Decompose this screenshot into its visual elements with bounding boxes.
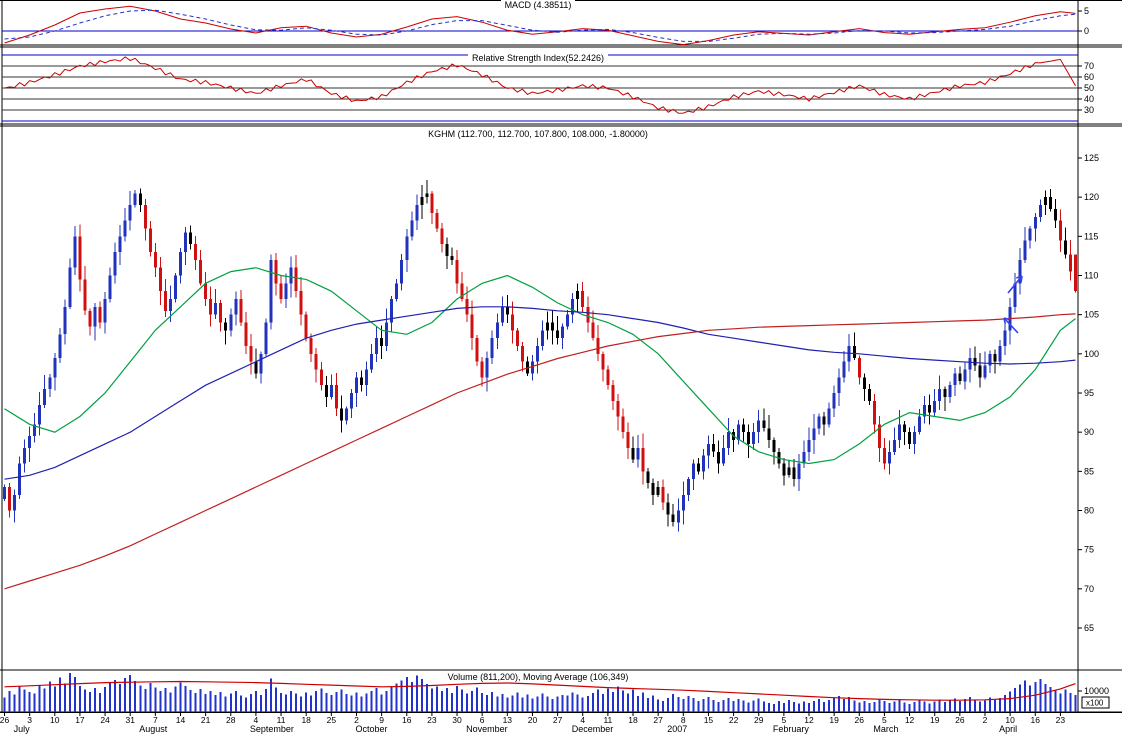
- svg-text:110: 110: [1084, 271, 1098, 281]
- svg-text:7: 7: [153, 715, 158, 725]
- svg-text:105: 105: [1084, 310, 1099, 320]
- svg-text:3: 3: [27, 715, 32, 725]
- svg-text:65: 65: [1084, 623, 1094, 633]
- x-axis: 26 3 10 17 24 31 7 14 21 28 4 11 18 25 2 9 16 23 30 6 13 20 27…: [0, 712, 1065, 734]
- svg-text:21: 21: [201, 715, 211, 725]
- svg-text:100: 100: [1084, 349, 1099, 359]
- svg-text:12: 12: [804, 715, 814, 725]
- svg-text:29: 29: [754, 715, 764, 725]
- svg-text:11: 11: [277, 715, 286, 725]
- svg-text:2: 2: [354, 715, 359, 725]
- svg-text:95: 95: [1084, 388, 1094, 398]
- svg-text:x100: x100: [1086, 699, 1104, 708]
- svg-text:9: 9: [379, 715, 384, 725]
- panel-borders: [0, 0, 1122, 713]
- svg-text:16: 16: [1031, 715, 1041, 725]
- svg-text:4: 4: [580, 715, 585, 725]
- svg-text:10: 10: [1005, 715, 1015, 725]
- svg-text:25: 25: [327, 715, 337, 725]
- svg-text:85: 85: [1084, 466, 1094, 476]
- svg-text:26: 26: [855, 715, 865, 725]
- svg-text:125: 125: [1084, 153, 1099, 163]
- indicator-gridlines: [2, 30, 1078, 122]
- svg-text:6: 6: [480, 715, 485, 725]
- rsi-line: [4, 56, 1076, 114]
- trend-arrows: [1003, 275, 1023, 334]
- svg-text:August: August: [139, 724, 168, 734]
- svg-text:70: 70: [1084, 61, 1094, 71]
- svg-text:19: 19: [930, 715, 940, 725]
- svg-text:30: 30: [1084, 105, 1094, 115]
- svg-text:4: 4: [254, 715, 259, 725]
- svg-text:31: 31: [125, 715, 135, 725]
- svg-text:26: 26: [955, 715, 965, 725]
- svg-text:75: 75: [1084, 545, 1094, 555]
- svg-text:26: 26: [0, 715, 9, 725]
- svg-text:15: 15: [704, 715, 714, 725]
- svg-text:90: 90: [1084, 427, 1094, 437]
- svg-text:19: 19: [829, 715, 839, 725]
- svg-text:70: 70: [1084, 584, 1094, 594]
- svg-text:5: 5: [1084, 6, 1089, 16]
- svg-text:13: 13: [503, 715, 513, 725]
- svg-text:10: 10: [50, 715, 60, 725]
- svg-text:October: October: [356, 724, 388, 734]
- svg-text:February: February: [773, 724, 810, 734]
- candles: [3, 179, 1077, 532]
- svg-text:27: 27: [553, 715, 563, 725]
- svg-text:5: 5: [781, 715, 786, 725]
- svg-text:0: 0: [1084, 26, 1089, 36]
- svg-text:December: December: [572, 724, 614, 734]
- svg-text:12: 12: [905, 715, 915, 725]
- svg-text:5: 5: [882, 715, 887, 725]
- macd-lines: [4, 5, 1076, 46]
- svg-text:April: April: [999, 724, 1017, 734]
- svg-text:22: 22: [729, 715, 739, 725]
- svg-text:20: 20: [528, 715, 538, 725]
- svg-text:115: 115: [1084, 231, 1098, 241]
- svg-text:60: 60: [1084, 72, 1094, 82]
- volume-bars: [3, 673, 1077, 713]
- svg-text:30: 30: [452, 715, 462, 725]
- svg-text:40: 40: [1084, 94, 1094, 104]
- moving-average-lines: [4, 267, 1076, 590]
- svg-text:27: 27: [653, 715, 663, 725]
- svg-text:23: 23: [427, 715, 437, 725]
- svg-text:50: 50: [1084, 83, 1094, 93]
- svg-text:2: 2: [983, 715, 988, 725]
- svg-text:November: November: [466, 724, 508, 734]
- svg-text:July: July: [14, 724, 31, 734]
- svg-text:120: 120: [1084, 192, 1099, 202]
- svg-text:28: 28: [226, 715, 236, 725]
- svg-text:14: 14: [176, 715, 186, 725]
- svg-text:11: 11: [603, 715, 612, 725]
- svg-text:18: 18: [628, 715, 638, 725]
- svg-text:80: 80: [1084, 506, 1094, 516]
- svg-text:2007: 2007: [667, 724, 687, 734]
- svg-text:March: March: [873, 724, 898, 734]
- svg-text:8: 8: [681, 715, 686, 725]
- volume-ma-line: [4, 680, 1076, 701]
- svg-text:17: 17: [75, 715, 85, 725]
- svg-text:10000: 10000: [1084, 686, 1109, 696]
- svg-text:16: 16: [402, 715, 412, 725]
- svg-text:September: September: [250, 724, 294, 734]
- svg-text:18: 18: [301, 715, 311, 725]
- svg-text:24: 24: [100, 715, 110, 725]
- y-axis-labels: 5070605040301251201151101051009590858075…: [1078, 6, 1110, 709]
- svg-text:23: 23: [1056, 715, 1066, 725]
